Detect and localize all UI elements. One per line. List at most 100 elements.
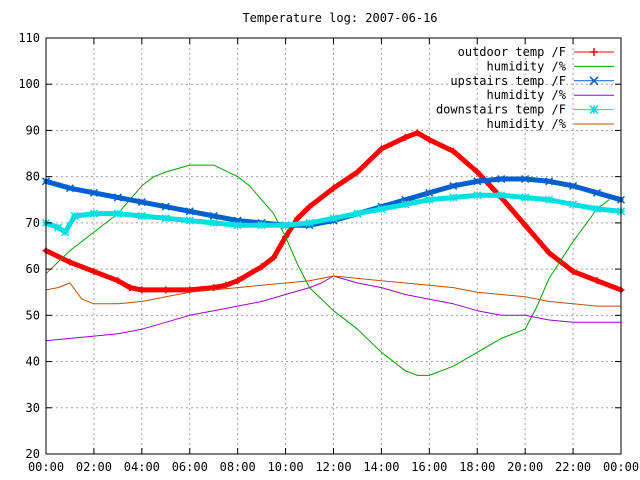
data-point <box>209 211 218 220</box>
data-point <box>593 188 602 197</box>
data-point <box>257 221 266 230</box>
x-tick-label: 12:00 <box>315 460 351 474</box>
data-point <box>593 277 601 285</box>
y-tick-label: 70 <box>26 216 40 230</box>
data-point <box>353 168 361 176</box>
x-tick-label: 14:00 <box>363 460 399 474</box>
data-point <box>162 286 170 294</box>
data-point <box>449 147 457 155</box>
data-point <box>401 200 410 209</box>
legend-label: humidity /% <box>487 59 567 73</box>
legend-entry: humidity /% <box>487 117 614 131</box>
data-point <box>425 136 433 144</box>
data-point <box>53 223 63 232</box>
x-tick-label: 00:00 <box>603 460 639 474</box>
data-point <box>569 200 578 209</box>
legend-entry: upstairs temp /F <box>450 74 614 88</box>
legend-label: humidity /% <box>487 117 567 131</box>
series-line <box>45 275 622 307</box>
y-tick-label: 40 <box>26 355 40 369</box>
data-point <box>222 281 230 289</box>
chart-title: Temperature log: 2007-06-16 <box>242 11 437 25</box>
data-point <box>497 191 506 200</box>
y-tick-label: 80 <box>26 170 40 184</box>
data-point <box>521 221 529 229</box>
data-point <box>137 198 146 207</box>
data-point <box>89 188 98 197</box>
data-point <box>61 228 70 237</box>
grid <box>46 38 621 454</box>
data-point <box>113 209 122 218</box>
data-point <box>305 218 314 227</box>
data-point <box>545 177 554 186</box>
series-1 <box>42 129 625 294</box>
series-4 <box>45 275 622 342</box>
y-tick-label: 50 <box>26 308 40 322</box>
data-point <box>413 129 421 137</box>
plot-frame <box>45 37 622 455</box>
y-tick-label: 20 <box>26 447 40 461</box>
data-point <box>306 203 314 211</box>
data-point <box>329 214 338 223</box>
x-tick-label: 06:00 <box>172 460 208 474</box>
series-layer <box>41 129 626 376</box>
data-point <box>281 221 290 230</box>
legend-entry: humidity /% <box>487 88 614 102</box>
series-line <box>45 275 622 342</box>
data-point <box>330 184 337 192</box>
y-tick-label: 60 <box>26 262 40 276</box>
data-point <box>377 145 385 153</box>
legend-entry: humidity /% <box>487 59 614 73</box>
x-tick-label: 08:00 <box>220 460 256 474</box>
legend-marker <box>589 105 599 115</box>
series-5 <box>41 191 626 237</box>
data-point <box>270 254 278 262</box>
data-point <box>521 174 530 184</box>
x-tick-label: 18:00 <box>459 460 495 474</box>
series-6 <box>45 275 622 307</box>
legend-entry: outdoor temp /F <box>458 45 614 59</box>
data-point <box>70 211 79 220</box>
data-point <box>114 277 122 285</box>
data-point <box>521 193 530 202</box>
x-tick-label: 10:00 <box>268 460 304 474</box>
data-point <box>65 184 74 193</box>
data-point <box>138 286 146 294</box>
series-line <box>43 130 624 293</box>
legend-entry: downstairs temp /F <box>436 103 614 117</box>
data-point <box>234 277 242 285</box>
data-point <box>66 258 74 266</box>
x-tick-label: 16:00 <box>411 460 447 474</box>
data-point <box>545 249 553 257</box>
legend-marker <box>589 76 599 86</box>
data-point <box>425 188 434 197</box>
data-point <box>137 211 146 220</box>
data-point <box>353 209 362 218</box>
data-point <box>425 195 434 204</box>
x-tick-label: 02:00 <box>76 460 112 474</box>
data-point <box>377 204 386 214</box>
data-point <box>473 191 482 200</box>
data-point <box>90 267 98 275</box>
data-point <box>113 193 122 202</box>
x-tick-label: 00:00 <box>28 460 64 474</box>
data-point <box>233 221 242 230</box>
data-point <box>126 284 134 292</box>
data-point <box>473 168 481 176</box>
data-point <box>185 207 194 216</box>
data-point <box>258 263 266 271</box>
y-tick-label: 30 <box>26 401 40 415</box>
axes: 20 30 40 50 60 70 80 90 100 110 00:00 02:00 04:00 06:… <box>18 31 639 474</box>
x-tick-label: 20:00 <box>507 460 543 474</box>
data-point <box>449 181 458 190</box>
legend-label: humidity /% <box>487 88 567 102</box>
legend-marker <box>590 48 598 56</box>
data-point <box>473 177 482 186</box>
y-tick-label: 100 <box>18 77 40 91</box>
data-point <box>89 209 98 218</box>
data-point <box>569 267 577 275</box>
data-point <box>593 204 602 214</box>
legend-label: upstairs temp /F <box>450 74 566 88</box>
